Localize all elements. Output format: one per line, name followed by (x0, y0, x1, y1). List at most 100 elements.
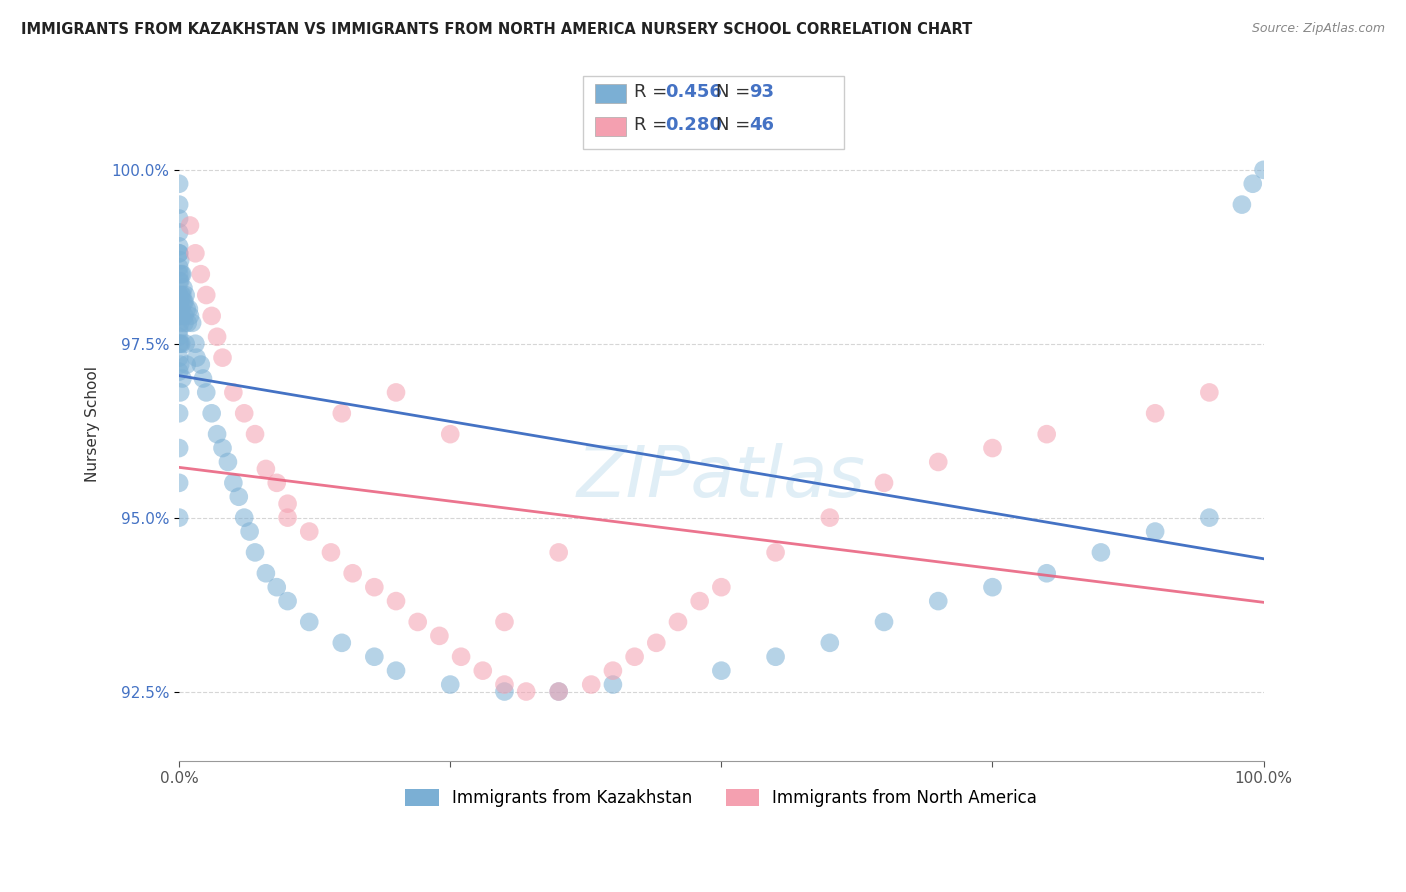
Point (205, 330, 228, 344)
Point (239, 524, 262, 539)
Text: R =: R = (634, 83, 673, 101)
Point (172, 288, 194, 302)
Point (254, 462, 277, 476)
Point (205, 427, 228, 442)
Point (179, 219, 201, 233)
Text: 0.280: 0.280 (665, 116, 723, 134)
Point (167, 239, 190, 253)
Point (818, 510, 841, 524)
Point (184, 336, 207, 351)
Point (167, 260, 190, 275)
Point (170, 336, 193, 351)
Point (170, 288, 193, 302)
Point (873, 615, 896, 629)
Point (254, 566, 277, 581)
Point (169, 253, 191, 268)
Point (181, 316, 204, 330)
Point (547, 684, 569, 698)
Point (1198, 510, 1220, 524)
Point (172, 371, 194, 385)
Point (228, 490, 250, 504)
Point (169, 336, 191, 351)
Point (167, 309, 190, 323)
Point (439, 427, 461, 442)
Point (167, 288, 190, 302)
Point (167, 197, 190, 211)
Text: 93: 93 (749, 83, 775, 101)
Point (169, 358, 191, 372)
Point (1035, 427, 1057, 442)
Point (277, 497, 299, 511)
Point (173, 309, 195, 323)
Point (211, 441, 233, 455)
Point (439, 677, 461, 691)
Text: IMMIGRANTS FROM KAZAKHSTAN VS IMMIGRANTS FROM NORTH AMERICA NURSERY SCHOOL CORRE: IMMIGRANTS FROM KAZAKHSTAN VS IMMIGRANTS… (21, 22, 973, 37)
Point (172, 281, 194, 295)
Point (222, 475, 245, 490)
Point (170, 301, 193, 316)
Point (765, 649, 787, 664)
Point (645, 636, 668, 650)
Point (176, 358, 198, 372)
Point (363, 580, 385, 594)
Point (298, 524, 321, 539)
Point (201, 309, 224, 323)
Text: 46: 46 (749, 116, 775, 134)
Point (167, 309, 190, 323)
Point (167, 336, 190, 351)
Point (233, 510, 256, 524)
Point (211, 351, 233, 365)
Point (167, 330, 190, 344)
Point (266, 580, 288, 594)
Point (1090, 545, 1112, 559)
Point (818, 636, 841, 650)
Point (602, 677, 624, 691)
Point (167, 475, 190, 490)
Point (1035, 566, 1057, 581)
Point (385, 664, 408, 678)
Legend: Immigrants from Kazakhstan, Immigrants from North America: Immigrants from Kazakhstan, Immigrants f… (399, 782, 1043, 814)
Point (623, 649, 645, 664)
Point (981, 580, 1004, 594)
Point (167, 365, 190, 379)
Point (547, 545, 569, 559)
Point (1253, 162, 1275, 177)
Point (406, 615, 429, 629)
Y-axis label: Nursery School: Nursery School (86, 366, 100, 482)
Point (169, 295, 191, 310)
Point (169, 316, 191, 330)
Text: Source: ZipAtlas.com: Source: ZipAtlas.com (1251, 22, 1385, 36)
Point (167, 211, 190, 226)
Point (169, 274, 191, 288)
Point (233, 406, 256, 420)
Point (515, 684, 537, 698)
Point (873, 475, 896, 490)
Point (1241, 177, 1264, 191)
Point (689, 594, 711, 608)
Point (342, 566, 364, 581)
Point (190, 267, 212, 281)
Point (177, 301, 200, 316)
Point (222, 385, 245, 400)
Point (243, 545, 266, 559)
Point (277, 594, 299, 608)
Point (176, 301, 198, 316)
Point (581, 677, 603, 691)
Point (217, 455, 239, 469)
Point (195, 288, 218, 302)
Point (981, 441, 1004, 455)
Text: ZIPatlas: ZIPatlas (576, 443, 866, 512)
Text: R =: R = (634, 116, 673, 134)
Point (167, 351, 190, 365)
Point (494, 684, 516, 698)
Point (167, 246, 190, 260)
Point (385, 385, 408, 400)
Point (602, 664, 624, 678)
Point (170, 309, 193, 323)
Point (277, 510, 299, 524)
Point (184, 246, 207, 260)
Point (363, 649, 385, 664)
Point (494, 677, 516, 691)
Point (298, 615, 321, 629)
Point (170, 267, 193, 281)
